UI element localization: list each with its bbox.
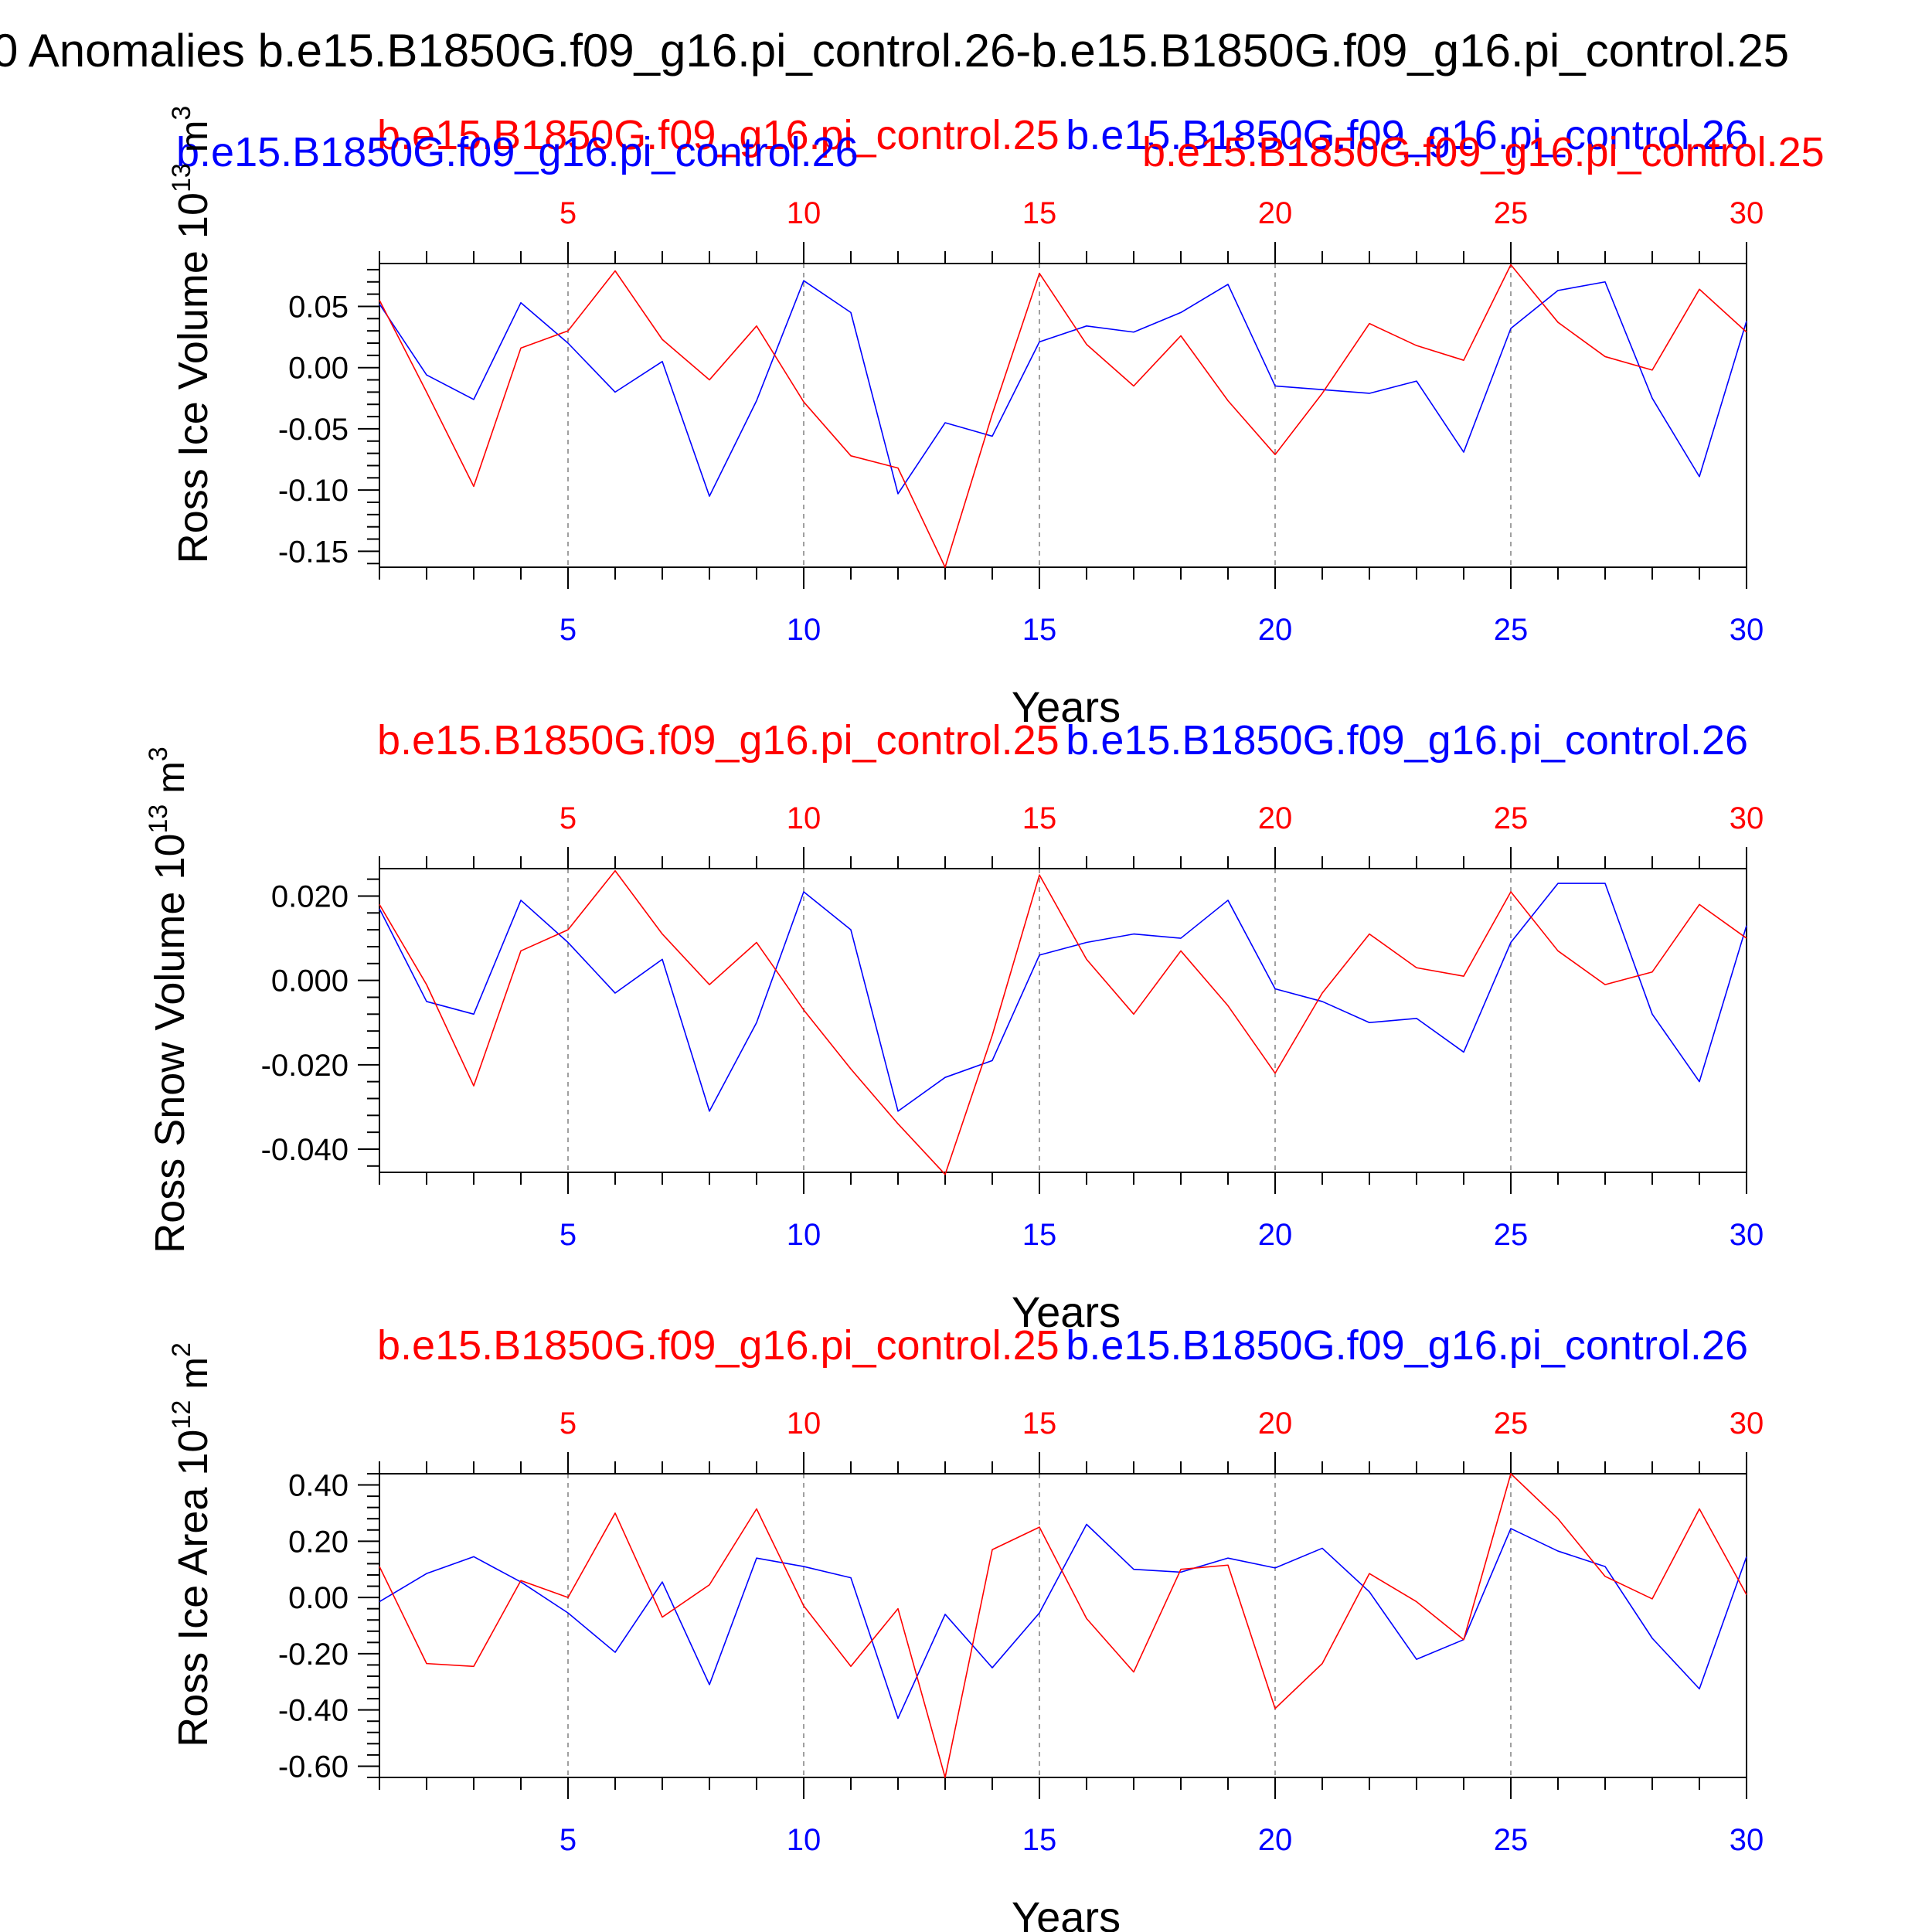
y-tick-label: 0.00 bbox=[288, 352, 349, 386]
x-tick-label-top: 20 bbox=[1258, 801, 1293, 835]
x-tick-label-top: 25 bbox=[1494, 801, 1529, 835]
y-axis-label-unit-exp: 2 bbox=[167, 1342, 196, 1357]
y-axis-label: Ross Snow Volume 1013 m3 bbox=[144, 747, 193, 1253]
y-axis-label-exp: 12 bbox=[167, 1400, 196, 1430]
y-tick-label: -0.40 bbox=[278, 1694, 349, 1728]
x-tick-label-bottom: 15 bbox=[1022, 1823, 1057, 1857]
x-tick-label-top: 30 bbox=[1730, 1406, 1764, 1440]
series-line-case26 bbox=[379, 280, 1747, 497]
figure-title: 0 Anomalies b.e15.B1850G.f09_g16.pi_cont… bbox=[0, 25, 1789, 77]
y-axis-label-unit-exp: 3 bbox=[144, 747, 173, 761]
y-tick-label: -0.60 bbox=[278, 1750, 349, 1784]
x-tick-label-bottom: 15 bbox=[1022, 1218, 1057, 1252]
label-right-red: b.e15.B1850G.f09_g16.pi_control.25 bbox=[1142, 129, 1825, 175]
y-axis-label-unit: m bbox=[149, 761, 192, 804]
y-tick-label: 0.00 bbox=[288, 1581, 349, 1615]
label-left-red: b.e15.B1850G.f09_g16.pi_control.25 bbox=[377, 1322, 1060, 1369]
x-tick-label-top: 30 bbox=[1730, 196, 1764, 230]
y-tick-label: 0.20 bbox=[288, 1525, 349, 1559]
series-line-case25 bbox=[379, 1473, 1747, 1778]
y-tick-label: 0.020 bbox=[271, 879, 349, 913]
y-tick-label: -0.20 bbox=[278, 1638, 349, 1672]
x-tick-label-top: 5 bbox=[560, 196, 577, 230]
series-line-case26 bbox=[379, 883, 1747, 1112]
plot-frame bbox=[379, 868, 1747, 1173]
x-tick-label-top: 20 bbox=[1258, 1406, 1293, 1440]
x-tick-label-top: 15 bbox=[1022, 1406, 1057, 1440]
x-tick-label-bottom: 20 bbox=[1258, 1218, 1293, 1252]
x-tick-label-top: 10 bbox=[787, 1406, 821, 1440]
x-tick-label-top: 5 bbox=[560, 1406, 577, 1440]
x-axis-label: Years bbox=[1012, 1893, 1121, 1932]
y-axis-label-exp: 13 bbox=[144, 804, 173, 834]
x-tick-label-top: 10 bbox=[787, 801, 821, 835]
x-axis-label: Years bbox=[1012, 682, 1121, 731]
series-line-case25 bbox=[379, 869, 1747, 1175]
x-tick-label-top: 25 bbox=[1494, 196, 1529, 230]
y-tick-label: -0.15 bbox=[278, 535, 349, 569]
x-axis-label: Years bbox=[1012, 1287, 1121, 1336]
y-tick-label: -0.05 bbox=[278, 413, 349, 447]
y-axis-label-unit: m bbox=[172, 121, 216, 164]
plot-frame bbox=[379, 1473, 1747, 1778]
x-tick-label-bottom: 15 bbox=[1022, 613, 1057, 647]
x-tick-label-bottom: 5 bbox=[560, 613, 577, 647]
y-axis-label-main: Ross Ice Area 10 bbox=[170, 1430, 216, 1747]
x-tick-label-bottom: 10 bbox=[787, 1823, 821, 1857]
y-tick-label: -0.10 bbox=[278, 474, 349, 508]
x-tick-label-bottom: 20 bbox=[1258, 1823, 1293, 1857]
x-tick-label-top: 30 bbox=[1730, 801, 1764, 835]
x-tick-label-bottom: 5 bbox=[560, 1823, 577, 1857]
x-tick-label-bottom: 5 bbox=[560, 1218, 577, 1252]
x-tick-label-bottom: 30 bbox=[1730, 613, 1764, 647]
x-tick-label-top: 10 bbox=[787, 196, 821, 230]
x-tick-label-bottom: 30 bbox=[1730, 1823, 1764, 1857]
label-left-blue: b.e15.B1850G.f09_g16.pi_control.26 bbox=[176, 129, 859, 175]
x-tick-label-bottom: 25 bbox=[1494, 1823, 1529, 1857]
x-tick-label-top: 5 bbox=[560, 801, 577, 835]
series-line-case26 bbox=[379, 1523, 1747, 1719]
y-axis-label: Ross Ice Volume 1013 m3 bbox=[167, 106, 216, 564]
x-tick-label-bottom: 25 bbox=[1494, 1218, 1529, 1252]
y-tick-label: -0.040 bbox=[261, 1133, 349, 1167]
label-right-blue: b.e15.B1850G.f09_g16.pi_control.26 bbox=[1066, 112, 1748, 158]
label-left-red: b.e15.B1850G.f09_g16.pi_control.25 bbox=[377, 717, 1060, 764]
y-axis-label-unit: m bbox=[172, 1357, 216, 1400]
x-tick-label-top: 15 bbox=[1022, 196, 1057, 230]
label-left-red: b.e15.B1850G.f09_g16.pi_control.25 bbox=[377, 112, 1060, 158]
panel-ice-volume: b.e15.B1850G.f09_g16.pi_control.25 b.e15… bbox=[167, 106, 1825, 731]
y-tick-label: 0.40 bbox=[288, 1469, 349, 1503]
x-tick-label-top: 25 bbox=[1494, 1406, 1529, 1440]
plot-frame bbox=[379, 263, 1747, 568]
y-tick-label: -0.020 bbox=[261, 1049, 349, 1083]
series-line-case25 bbox=[379, 264, 1747, 568]
label-right-blue: b.e15.B1850G.f09_g16.pi_control.26 bbox=[1066, 717, 1748, 764]
x-tick-label-top: 15 bbox=[1022, 801, 1057, 835]
panel-ice-area: b.e15.B1850G.f09_g16.pi_control.25 b.e15… bbox=[167, 1322, 1764, 1932]
x-tick-label-bottom: 10 bbox=[787, 613, 821, 647]
y-tick-label: 0.000 bbox=[271, 964, 349, 998]
x-tick-label-bottom: 20 bbox=[1258, 613, 1293, 647]
y-tick-label: 0.05 bbox=[288, 290, 349, 324]
label-right-blue: b.e15.B1850G.f09_g16.pi_control.26 bbox=[1066, 1322, 1748, 1369]
y-axis-label-unit-exp: 3 bbox=[167, 106, 196, 121]
y-axis-label-main: Ross Snow Volume 10 bbox=[147, 834, 193, 1253]
x-tick-label-bottom: 10 bbox=[787, 1218, 821, 1252]
x-tick-label-bottom: 25 bbox=[1494, 613, 1529, 647]
x-tick-label-bottom: 30 bbox=[1730, 1218, 1764, 1252]
y-axis-label: Ross Ice Area 1012 m2 bbox=[167, 1342, 216, 1747]
x-tick-label-top: 20 bbox=[1258, 196, 1293, 230]
y-axis-label-main: Ross Ice Volume 10 bbox=[170, 192, 216, 563]
y-axis-label-exp: 13 bbox=[167, 163, 196, 192]
panel-snow-volume: b.e15.B1850G.f09_g16.pi_control.25 b.e15… bbox=[144, 717, 1764, 1336]
